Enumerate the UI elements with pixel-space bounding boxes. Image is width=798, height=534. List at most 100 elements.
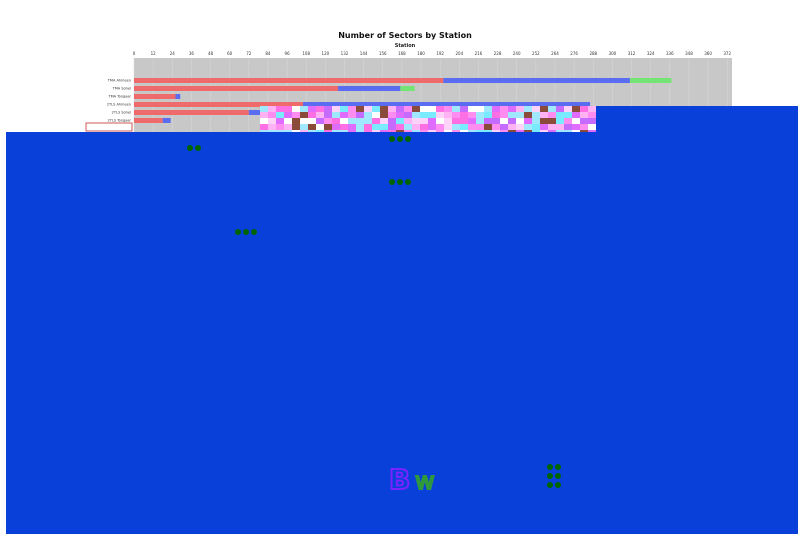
noise-tile: [364, 118, 372, 124]
noise-tile: [476, 112, 484, 118]
noise-tile: [356, 124, 364, 130]
noise-tile: [308, 124, 316, 130]
noise-tile: [300, 106, 308, 112]
noise-tile: [444, 118, 452, 124]
x-tick-label: 96: [285, 51, 291, 56]
noise-tile: [404, 112, 412, 118]
noise-tile: [500, 112, 508, 118]
marker-dot: [187, 145, 193, 151]
marker-dot: [243, 229, 249, 235]
x-tick-label: 72: [246, 51, 252, 56]
noise-tile: [484, 106, 492, 112]
noise-tile: [412, 112, 420, 118]
noise-tile: [276, 118, 284, 124]
noise-tile: [428, 124, 436, 130]
noise-tile: [516, 124, 524, 130]
marker-dot: [251, 229, 257, 235]
noise-tile: [500, 106, 508, 112]
noise-tile: [364, 124, 372, 130]
noise-tile: [564, 106, 572, 112]
noise-tile: [372, 118, 380, 124]
category-labels: TMA Ahmeen TMA Sohel TMA Tongaar 2TLS Ahmee…: [85, 79, 133, 132]
noise-tile: [260, 118, 268, 124]
blue-overlay-panel: [6, 132, 798, 534]
noise-tile: [436, 112, 444, 118]
noise-tile: [436, 118, 444, 124]
noise-tile: [516, 112, 524, 118]
noise-tile: [556, 112, 564, 118]
noise-tile: [316, 112, 324, 118]
x-tick-label: 264: [551, 51, 559, 56]
noise-tile: [324, 112, 332, 118]
x-tick-label: 360: [704, 51, 712, 56]
x-tick-label: 372: [723, 51, 731, 56]
noise-tile: [588, 124, 596, 130]
marker-dot: [195, 145, 201, 151]
noise-tile: [468, 106, 476, 112]
noise-tile: [372, 106, 380, 112]
bar-segment: [162, 118, 171, 123]
noise-tile: [524, 112, 532, 118]
noise-tile: [332, 118, 340, 124]
category-label: 2TLS Ahmeen: [107, 103, 131, 107]
marker-dot: [555, 482, 561, 488]
footer-glyph-b: B: [389, 463, 410, 496]
noise-tile: [372, 124, 380, 130]
noise-tile: [284, 106, 292, 112]
noise-tile: [548, 124, 556, 130]
noise-tile: [452, 124, 460, 130]
x-tick-label: 120: [322, 51, 330, 56]
category-label: TMA Ahmeen: [107, 79, 131, 83]
noise-tile: [420, 118, 428, 124]
footer-glyph-w: w: [415, 467, 435, 495]
category-label: 2TLS Sohel: [112, 111, 131, 115]
noise-tile: [476, 106, 484, 112]
x-tick-label: 276: [570, 51, 578, 56]
x-tick-label: 180: [417, 51, 425, 56]
noise-tile: [364, 106, 372, 112]
noise-tile: [396, 124, 404, 130]
bar-segment: [400, 86, 415, 91]
marker-dot: [547, 482, 553, 488]
noise-tile: [308, 106, 316, 112]
noise-tile: [508, 106, 516, 112]
noise-tile: [556, 118, 564, 124]
green-markers: [187, 136, 561, 488]
noise-tile: [380, 106, 388, 112]
noise-tile: [308, 118, 316, 124]
marker-dot: [555, 473, 561, 479]
noise-tile: [460, 118, 468, 124]
x-tick-label: 216: [475, 51, 483, 56]
x-axis-label: Station: [395, 43, 416, 49]
noise-tile: [292, 112, 300, 118]
noise-tile: [388, 118, 396, 124]
noise-strip: [260, 106, 604, 136]
noise-tile: [260, 124, 268, 130]
noise-tile: [356, 106, 364, 112]
noise-tile: [396, 106, 404, 112]
noise-tile: [540, 118, 548, 124]
noise-tile: [380, 112, 388, 118]
noise-tile: [260, 112, 268, 118]
highlight-box: [85, 122, 133, 132]
noise-tile: [404, 124, 412, 130]
noise-tile: [484, 118, 492, 124]
noise-tile: [572, 106, 580, 112]
noise-tile: [452, 106, 460, 112]
noise-tile: [588, 106, 596, 112]
noise-tile: [372, 112, 380, 118]
x-tick-label: 108: [302, 51, 310, 56]
x-tick-label: 132: [341, 51, 349, 56]
noise-tile: [548, 106, 556, 112]
noise-tile: [412, 106, 420, 112]
noise-tile: [316, 118, 324, 124]
bar-segment: [443, 78, 630, 83]
noise-tile: [332, 112, 340, 118]
blue-overlay-top: [596, 106, 798, 134]
noise-tile: [260, 106, 268, 112]
marker-dot: [547, 464, 553, 470]
noise-tile: [500, 118, 508, 124]
bar-segment: [134, 102, 304, 107]
category-label: TMA Sohel: [112, 87, 131, 91]
noise-tile: [516, 118, 524, 124]
